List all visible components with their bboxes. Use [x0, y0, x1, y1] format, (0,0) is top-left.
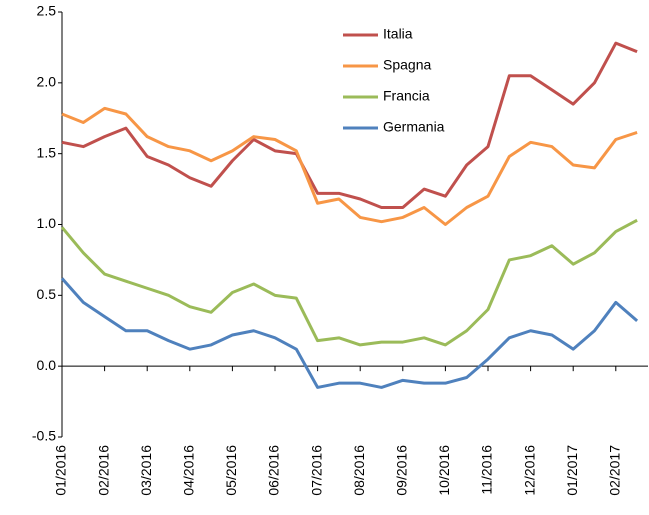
- x-tick-label: 03/2016: [138, 445, 154, 496]
- x-tick-label: 08/2016: [351, 445, 367, 496]
- legend-label: Francia: [383, 88, 430, 104]
- legend-label: Spagna: [383, 57, 431, 73]
- y-tick-label: 2.5: [37, 3, 57, 19]
- series-line: [60, 277, 639, 389]
- x-tick-label: 01/2016: [53, 445, 69, 496]
- x-tick-label: 06/2016: [266, 445, 282, 496]
- x-tick-label: 07/2016: [308, 445, 324, 496]
- x-tick-label: 01/2017: [564, 445, 580, 496]
- x-tick-label: 02/2016: [95, 445, 111, 496]
- x-tick-label: 05/2016: [223, 445, 239, 496]
- x-tick-label: 02/2017: [607, 445, 623, 496]
- y-tick-label: -0.5: [32, 428, 56, 444]
- x-tick-label: 09/2016: [394, 445, 410, 496]
- series-line: [61, 41, 638, 209]
- y-tick-label: 1.0: [37, 215, 57, 231]
- y-tick-label: 1.5: [37, 144, 57, 160]
- y-tick-label: 0.0: [37, 357, 57, 373]
- legend-label: Germania: [383, 119, 445, 135]
- series-line: [61, 106, 638, 226]
- x-tick-label: 11/2016: [479, 445, 495, 495]
- y-tick-label: 2.0: [37, 74, 57, 90]
- x-tick-label: 10/2016: [436, 445, 452, 496]
- series-line: [60, 218, 638, 347]
- y-tick-label: 0.5: [37, 286, 57, 302]
- legend-label: Italia: [383, 26, 413, 42]
- x-tick-label: 12/2016: [521, 445, 537, 496]
- x-tick-label: 04/2016: [181, 445, 197, 496]
